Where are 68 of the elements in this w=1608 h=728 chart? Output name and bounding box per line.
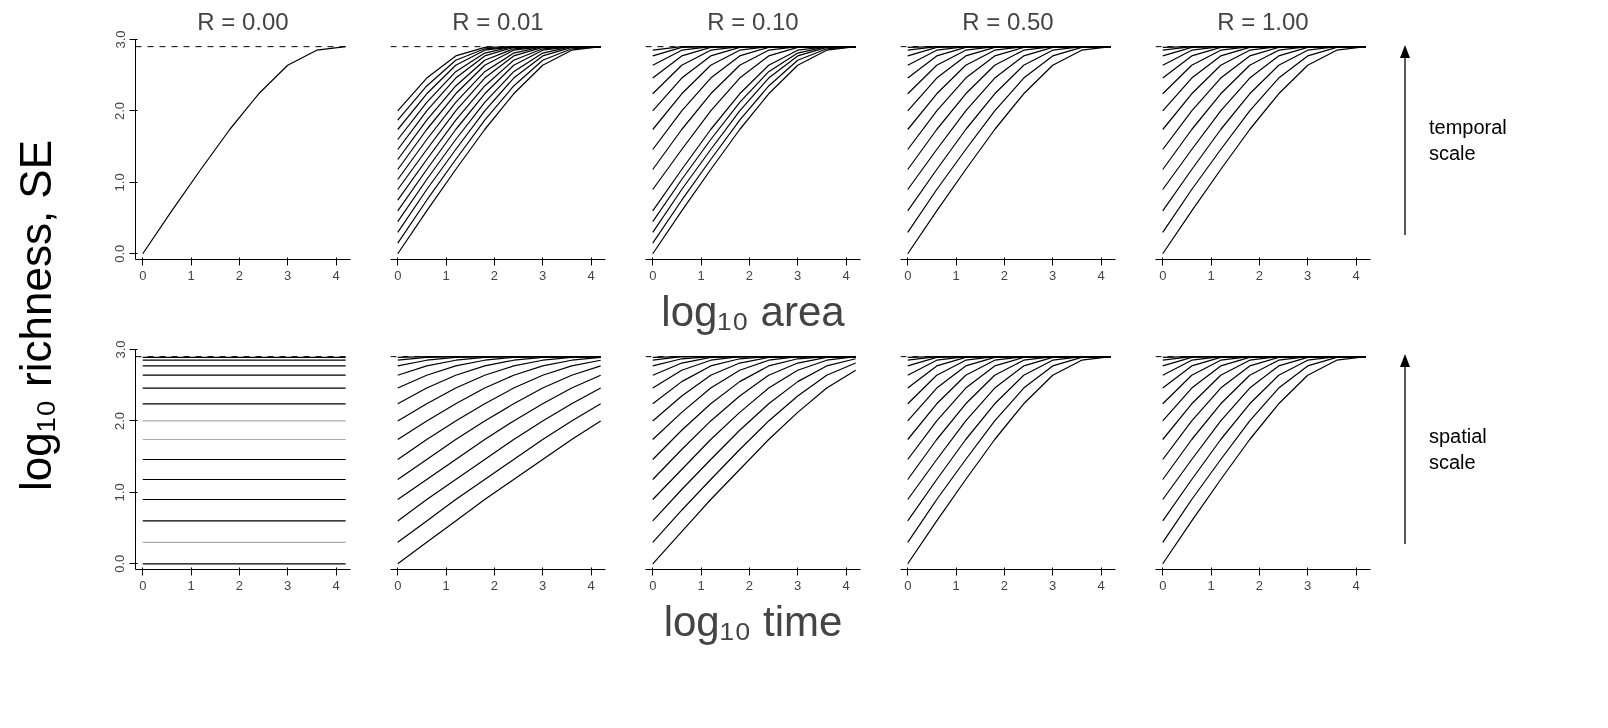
x-tick-label: 4 xyxy=(332,267,340,283)
x-axis-title: log₁₀ area xyxy=(661,287,846,335)
y-tick-label: 1.0 xyxy=(112,173,128,192)
chart-title: R = 0.00 xyxy=(197,7,289,35)
chart-title: R = 0.01 xyxy=(452,7,544,35)
x-tick-label: 4 xyxy=(587,267,595,283)
x-tick-label: 4 xyxy=(842,267,850,283)
x-tick-label: 1 xyxy=(697,267,705,283)
x-tick-label: 3 xyxy=(1304,577,1312,593)
x-tick-label: 1 xyxy=(952,577,960,593)
x-tick-label: 0 xyxy=(394,267,402,283)
y-tick-label: 1.0 xyxy=(112,483,128,502)
x-tick-label: 3 xyxy=(794,577,802,593)
x-tick-label: 4 xyxy=(842,577,850,593)
x-tick-label: 4 xyxy=(1352,577,1360,593)
x-tick-label: 2 xyxy=(1000,577,1008,593)
x-tick-label: 3 xyxy=(1049,267,1057,283)
x-tick-label: 2 xyxy=(1000,267,1008,283)
x-tick-label: 1 xyxy=(442,577,450,593)
x-tick-label: 1 xyxy=(187,577,195,593)
x-tick-label: 1 xyxy=(697,577,705,593)
chart-title: R = 0.50 xyxy=(962,7,1054,35)
y-tick-label: 0.0 xyxy=(112,554,128,573)
x-tick-label: 3 xyxy=(539,577,547,593)
x-tick-label: 3 xyxy=(539,267,547,283)
x-tick-label: 4 xyxy=(1097,267,1105,283)
y-tick-label: 0.0 xyxy=(112,244,128,263)
chart-title: R = 0.10 xyxy=(707,7,799,35)
y-tick-label: 2.0 xyxy=(112,411,128,430)
y-tick-label: 3.0 xyxy=(112,340,128,359)
x-tick-label: 3 xyxy=(794,267,802,283)
x-tick-label: 1 xyxy=(187,267,195,283)
x-tick-label: 3 xyxy=(1304,267,1312,283)
x-tick-label: 1 xyxy=(1207,577,1215,593)
x-tick-label: 2 xyxy=(745,267,753,283)
x-tick-label: 3 xyxy=(284,577,292,593)
x-tick-label: 2 xyxy=(490,267,498,283)
text: temporal scale xyxy=(1429,115,1507,166)
x-tick-label: 2 xyxy=(1255,267,1263,283)
x-tick-label: 2 xyxy=(1255,577,1263,593)
x-tick-label: 0 xyxy=(139,267,147,283)
x-tick-label: 1 xyxy=(1207,267,1215,283)
chart-title: R = 1.00 xyxy=(1217,7,1309,35)
x-tick-label: 0 xyxy=(1159,577,1167,593)
x-tick-label: 1 xyxy=(952,267,960,283)
x-tick-label: 4 xyxy=(1352,267,1360,283)
x-tick-label: 3 xyxy=(284,267,292,283)
x-tick-label: 0 xyxy=(139,577,147,593)
x-tick-label: 0 xyxy=(904,577,912,593)
y-tick-label: 2.0 xyxy=(112,101,128,120)
y-axis-title: log₁₀ richness, SE xyxy=(10,138,61,493)
x-tick-label: 0 xyxy=(1159,267,1167,283)
x-tick-label: 2 xyxy=(235,577,243,593)
text: spatial scale xyxy=(1429,424,1487,475)
x-tick-label: 2 xyxy=(745,577,753,593)
x-tick-label: 3 xyxy=(1049,577,1057,593)
x-tick-label: 4 xyxy=(332,577,340,593)
x-tick-label: 4 xyxy=(587,577,595,593)
x-tick-label: 1 xyxy=(442,267,450,283)
x-axis-title: log₁₀ time xyxy=(663,597,843,645)
x-tick-label: 0 xyxy=(394,577,402,593)
x-tick-label: 2 xyxy=(490,577,498,593)
x-tick-label: 4 xyxy=(1097,577,1105,593)
x-tick-label: 0 xyxy=(649,267,657,283)
x-tick-label: 0 xyxy=(904,267,912,283)
y-tick-label: 3.0 xyxy=(112,30,128,49)
x-tick-label: 2 xyxy=(235,267,243,283)
x-tick-label: 0 xyxy=(649,577,657,593)
